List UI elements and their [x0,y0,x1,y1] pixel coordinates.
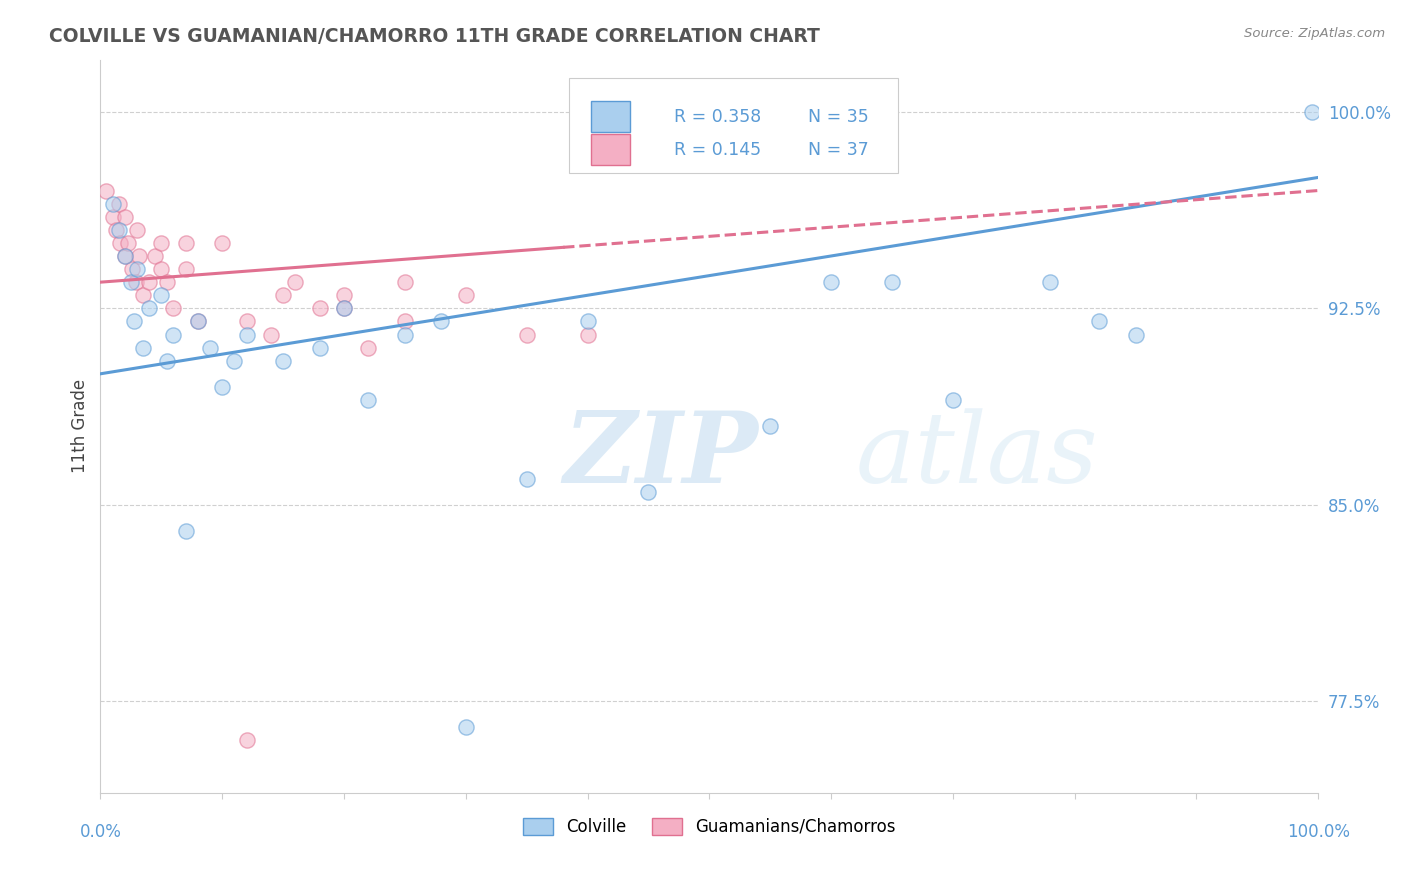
Point [107,223,129,237]
Point [516,471,538,485]
Point [454,288,477,302]
Text: 0.0%: 0.0% [79,823,121,841]
Point [105,223,128,237]
Point [124,314,146,328]
Point [125,223,148,237]
Point [156,275,179,289]
Point [187,314,209,328]
Point [114,249,136,263]
Legend: Colville, Guamanians/Chamorros: Colville, Guamanians/Chamorros [523,818,896,836]
Point [101,196,124,211]
Point [394,275,416,289]
Point [284,275,307,289]
Point [162,301,184,316]
FancyBboxPatch shape [591,102,630,132]
Text: R = 0.145: R = 0.145 [673,141,761,159]
Point [430,314,453,328]
Text: R = 0.358: R = 0.358 [673,108,761,126]
Point [260,327,283,342]
Point [576,327,599,342]
Text: N = 37: N = 37 [808,141,869,159]
Y-axis label: 11th Grade: 11th Grade [72,379,89,474]
Point [271,288,294,302]
Point [820,275,842,289]
Point [138,301,160,316]
Point [150,262,173,277]
FancyBboxPatch shape [591,135,630,165]
Point [637,484,659,499]
Point [156,353,179,368]
Point [174,235,197,250]
FancyBboxPatch shape [569,78,898,173]
Point [333,288,356,302]
Point [108,235,131,250]
Point [162,327,184,342]
Point [187,314,209,328]
Point [333,301,356,316]
Point [1039,275,1062,289]
Point [308,341,330,355]
Point [143,249,166,263]
Point [101,210,124,224]
Point [759,419,782,434]
Text: COLVILLE VS GUAMANIAN/CHAMORRO 11TH GRADE CORRELATION CHART: COLVILLE VS GUAMANIAN/CHAMORRO 11TH GRAD… [49,27,820,45]
Point [138,275,160,289]
Point [174,524,197,538]
Point [132,288,155,302]
Point [121,262,143,277]
Point [198,341,221,355]
Point [117,235,139,250]
Point [1125,327,1147,342]
Point [150,288,173,302]
Text: N = 35: N = 35 [808,108,869,126]
Point [174,262,197,277]
Point [235,733,257,747]
Point [1088,314,1111,328]
Text: ZIP: ZIP [564,408,758,504]
Point [132,341,155,355]
Point [942,392,965,407]
Text: 100.0%: 100.0% [1286,823,1350,841]
Point [114,210,136,224]
Point [107,196,129,211]
Text: atlas: atlas [855,408,1098,503]
Text: Source: ZipAtlas.com: Source: ZipAtlas.com [1244,27,1385,40]
Point [125,262,148,277]
Point [454,720,477,734]
Point [394,314,416,328]
Point [211,380,233,394]
Point [357,341,380,355]
Point [224,353,246,368]
Point [576,314,599,328]
Point [516,327,538,342]
Point [357,392,380,407]
Point [308,301,330,316]
Point [120,275,142,289]
Point [211,235,233,250]
Point [235,327,257,342]
Point [124,275,146,289]
Point [150,235,173,250]
Point [880,275,903,289]
Point [114,249,136,263]
Point [394,327,416,342]
Point [1301,105,1323,120]
Point [235,314,257,328]
Point [128,249,150,263]
Point [96,184,118,198]
Point [333,301,356,316]
Point [271,353,294,368]
